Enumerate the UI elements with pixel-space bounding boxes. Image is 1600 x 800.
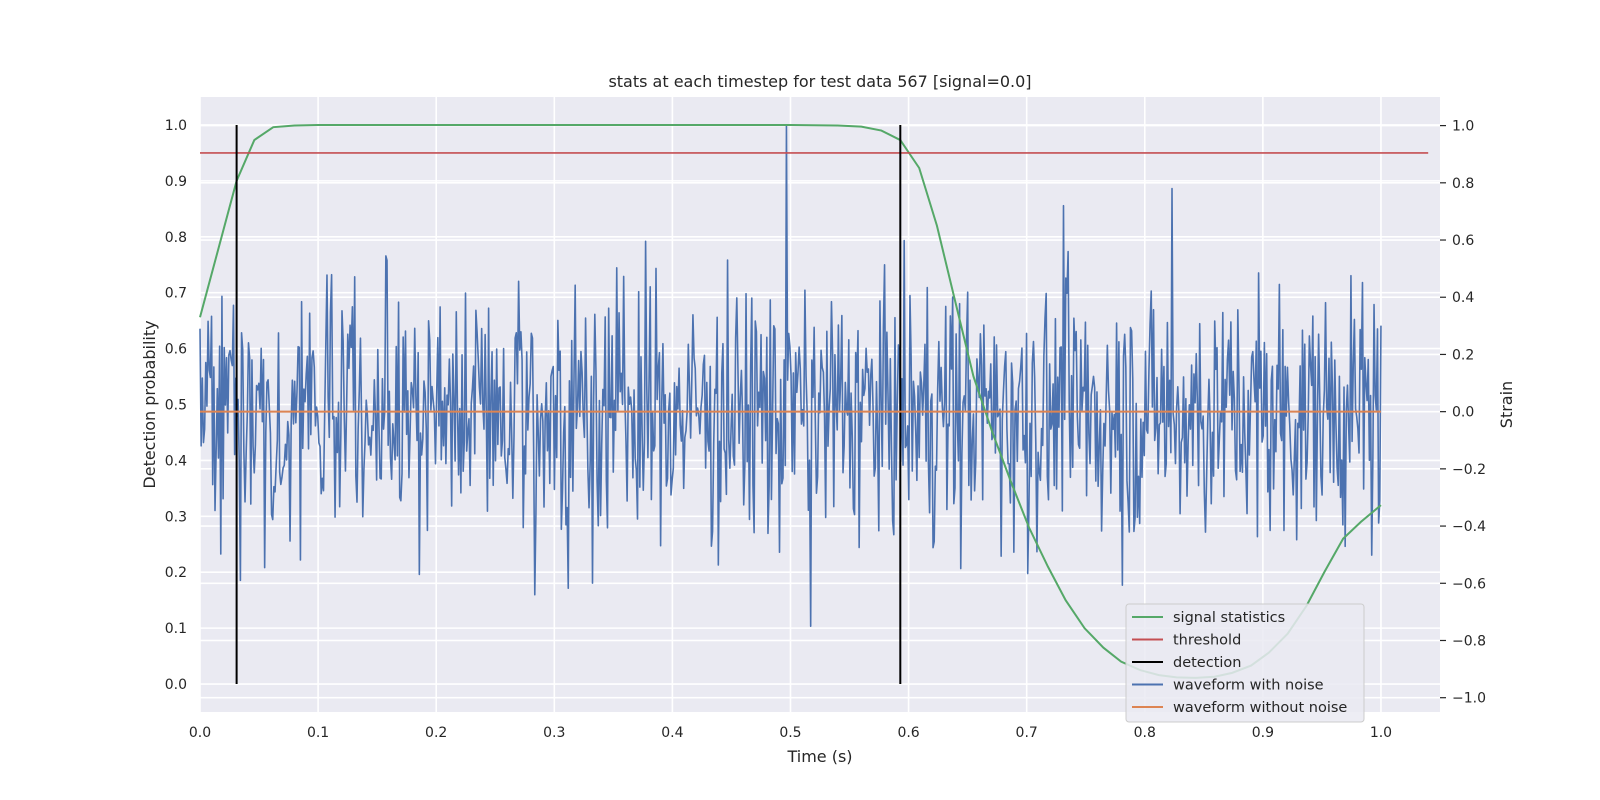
y-right-tick-label: 0.6 (1452, 233, 1474, 249)
x-tick-label: 0.6 (897, 725, 919, 741)
y-right-tick-label: 0.0 (1452, 405, 1474, 421)
x-tick-label: 0.8 (1134, 725, 1156, 741)
y-left-tick-label: 0.8 (165, 230, 187, 246)
y-left-tick-label: 0.1 (165, 621, 187, 637)
y-axis-left-label: Detection probability (140, 320, 159, 488)
y-left-tick-label: 0.4 (165, 453, 187, 469)
x-tick-label: 0.4 (661, 725, 683, 741)
y-right-tick-label: −0.8 (1452, 633, 1486, 649)
legend-label: waveform with noise (1173, 678, 1324, 694)
y-axis-right-label: Strain (1497, 381, 1516, 428)
y-left-tick-label: 0.3 (165, 509, 187, 525)
y-right-tick-label: 0.8 (1452, 176, 1474, 192)
y-right-tick-label: −0.4 (1452, 519, 1486, 535)
y-right-tick-label: 0.2 (1452, 347, 1474, 363)
legend-box (1125, 603, 1365, 723)
y-left-tick-label: 0.7 (165, 286, 187, 302)
y-left-tick-label: 0.9 (165, 174, 187, 190)
x-tick-label: 0.9 (1252, 725, 1274, 741)
chart-title: stats at each timestep for test data 567… (608, 72, 1031, 91)
legend-label: detection (1173, 655, 1241, 671)
y-right-tick-label: −0.6 (1452, 576, 1486, 592)
legend-label: threshold (1173, 633, 1241, 649)
x-tick-label: 0.7 (1016, 725, 1038, 741)
y-left-tick-label: 1.0 (165, 118, 187, 134)
x-tick-label: 0.1 (307, 725, 329, 741)
y-right-tick-label: −1.0 (1452, 691, 1486, 707)
y-left-tick-label: 0.5 (165, 398, 187, 414)
y-right-tick-label: 0.4 (1452, 290, 1474, 306)
x-tick-label: 0.5 (779, 725, 801, 741)
y-left-tick-label: 0.2 (165, 565, 187, 581)
y-left-tick-label: 0.6 (165, 342, 187, 358)
x-axis-label: Time (s) (786, 747, 852, 766)
legend-label: waveform without noise (1173, 700, 1347, 716)
series-waveform-with-noise (199, 124, 1382, 627)
legend: signal statistics threshold detection wavef… (1125, 603, 1365, 723)
axes: 0.0 0.1 0.2 0.3 0.4 0.5 0.6 0.7 0.8 0.9 1.0 0.0 0.1 0… (165, 118, 1486, 741)
y-right-tick-label: −0.2 (1452, 462, 1486, 478)
legend-label: signal statistics (1173, 610, 1285, 626)
x-tick-label: 1.0 (1370, 725, 1392, 741)
y-left-tick-label: 0.0 (165, 677, 187, 693)
x-tick-label: 0.3 (543, 725, 565, 741)
x-tick-label: 0.0 (189, 725, 211, 741)
x-tick-label: 0.2 (425, 725, 447, 741)
y-right-tick-label: 1.0 (1452, 119, 1474, 135)
